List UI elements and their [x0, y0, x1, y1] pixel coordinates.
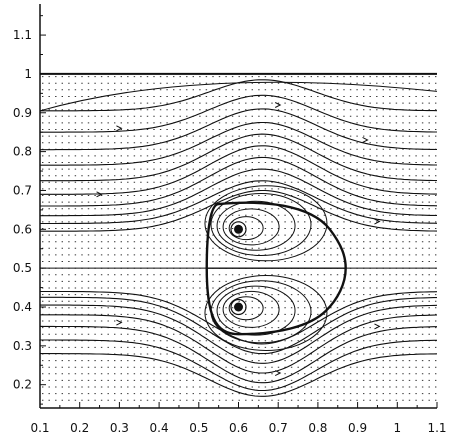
lower-streamline	[40, 314, 438, 374]
flow-arrowhead	[362, 137, 369, 143]
y-tick-label: 0.8	[13, 145, 32, 159]
upper-streamline	[40, 121, 437, 166]
x-tick-label: 0.7	[269, 421, 288, 435]
y-axis-ticks: 0.2 0.3 0.4 0.5 0.6 0.7 0.8 0.9 1 1.1	[13, 15, 46, 405]
lower-streamline	[40, 290, 438, 345]
streamlines	[39, 79, 438, 397]
upper-streamline	[40, 79, 438, 112]
y-tick-label: 0.6	[13, 222, 32, 236]
vortex-core-ring	[230, 298, 247, 316]
recirculation-loop	[210, 193, 312, 257]
y-tick-label: 0.7	[13, 183, 32, 197]
lower-streamline	[40, 339, 437, 392]
x-tick-label: 1.1	[427, 421, 446, 435]
flow-arrowhead	[374, 323, 381, 330]
x-tick-label: 0.2	[70, 421, 89, 435]
x-tick-label: 0.8	[308, 421, 327, 435]
x-tick-label: 0.1	[30, 421, 49, 435]
flow-arrowhead	[96, 191, 103, 198]
flow-arrowhead	[374, 218, 381, 225]
upper-streamline	[40, 145, 437, 195]
x-axis-ticks: 0.1 0.2 0.3 0.4 0.5 0.6 0.7 0.8 0.9 1 1.1	[30, 402, 447, 435]
upper-streamline	[40, 180, 438, 225]
recirculation-loop	[204, 275, 328, 351]
x-tick-label: 0.9	[348, 421, 367, 435]
upper-streamline	[40, 108, 438, 151]
flow-arrowhead	[274, 370, 282, 376]
upper-streamline	[40, 189, 438, 232]
y-tick-label: 1	[24, 67, 32, 81]
recirculation-loop	[216, 285, 296, 336]
upper-streamline	[40, 156, 438, 207]
y-tick-label: 0.4	[13, 300, 32, 314]
lower-streamline	[40, 325, 437, 384]
recirculation-loop	[216, 200, 296, 251]
recirculation-loop	[222, 208, 280, 246]
recirculation-loop	[210, 280, 312, 344]
flow-arrowhead	[274, 102, 282, 108]
near-wall-streamline	[39, 81, 438, 112]
x-tick-label: 0.6	[229, 421, 248, 435]
recirculation-loop	[228, 216, 264, 241]
upper-streamline	[40, 168, 438, 217]
x-tick-label: 0.3	[110, 421, 129, 435]
lower-streamline	[40, 353, 438, 397]
recirculation-loop	[204, 185, 328, 262]
lower-streamline	[40, 304, 438, 364]
recirculation-loop	[228, 296, 264, 321]
vortex-center	[234, 302, 243, 312]
y-tick-label: 0.2	[13, 378, 32, 392]
flow-arrowhead	[116, 319, 123, 326]
x-tick-label: 1	[393, 421, 401, 435]
y-tick-label: 1.1	[13, 28, 32, 42]
x-tick-label: 0.4	[150, 421, 169, 435]
separation-bubble	[204, 185, 347, 351]
recirculation-loop	[222, 290, 280, 328]
x-tick-label: 0.5	[189, 421, 208, 435]
lower-streamline	[40, 296, 437, 355]
y-tick-label: 0.9	[13, 106, 32, 120]
vortex-center	[234, 224, 243, 234]
flow-arrowhead	[116, 125, 123, 132]
vortex-core-ring	[230, 221, 247, 238]
y-tick-label: 0.5	[13, 261, 32, 275]
upper-streamline	[40, 133, 437, 182]
upper-streamline	[40, 94, 437, 133]
y-tick-label: 0.3	[13, 339, 32, 353]
